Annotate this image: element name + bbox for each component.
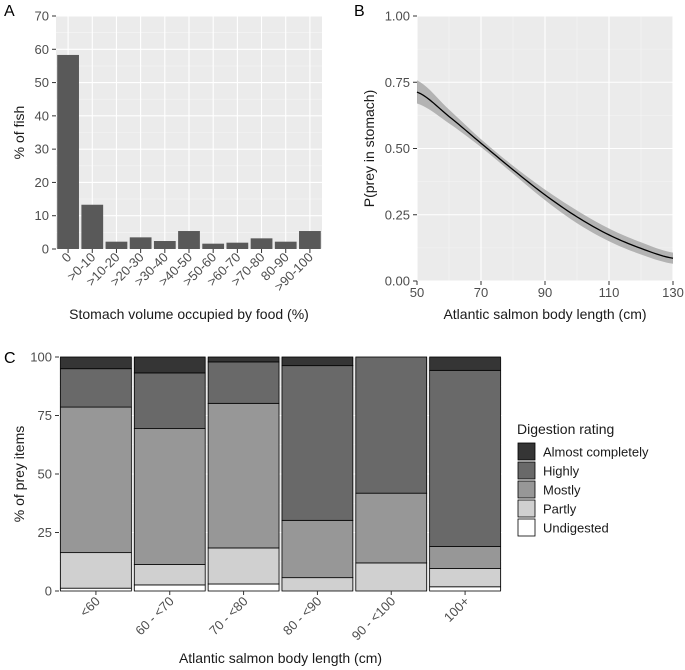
x-tick-label: 90 - <100 — [349, 594, 399, 644]
stacked-bar-segment — [429, 546, 501, 569]
bar — [250, 238, 273, 249]
stacked-bar-segment — [429, 369, 501, 547]
x-axis-title: Atlantic salmon body length (cm) — [179, 650, 382, 666]
legend-swatch — [517, 480, 536, 499]
stacked-bar-segment — [133, 356, 206, 374]
x-tick-label: 130 — [662, 285, 684, 300]
y-tick-label: 0.00 — [385, 274, 410, 289]
panel-a-tag: A — [4, 3, 15, 20]
y-tick-label: 10 — [35, 208, 49, 223]
legend-label: Mostly — [543, 483, 581, 498]
chart-c-digestion-rating: 0 25 50 75 100 <60 60 - <70 70 - <80 80 - <90 90 … — [11, 350, 649, 667]
y-tick-label: 1.00 — [385, 9, 410, 24]
stacked-bar-segment — [133, 372, 206, 430]
stacked-bar-segment — [355, 356, 428, 494]
y-tick-label: 100 — [30, 350, 52, 365]
bar — [57, 54, 79, 249]
bar — [153, 241, 176, 249]
stacked-bar-segment — [60, 406, 132, 554]
stacked-bar-segment — [429, 586, 501, 592]
stacked-bar-segment — [281, 577, 354, 592]
y-tick-label: 40 — [35, 108, 49, 123]
x-tick-label: 80 - <90 — [280, 594, 325, 639]
stacked-bar-segment — [207, 583, 280, 592]
x-axis-title: Atlantic salmon body length (cm) — [443, 306, 646, 322]
bar — [202, 243, 225, 249]
y-tick-label: 0.25 — [385, 207, 410, 222]
chart-a-stomach-volume: 0102030405060700>0-10>10-20>20-30>30-40>… — [11, 9, 322, 322]
legend-title: Digestion rating — [517, 421, 614, 437]
y-axis-title: % of fish — [11, 106, 27, 160]
fitted-line — [416, 91, 674, 259]
legend: Digestion rating Almost completely Highly M… — [517, 421, 649, 537]
y-tick-label: 60 — [35, 42, 49, 57]
stacked-bar-segment — [207, 402, 280, 549]
x-tick-label: 110 — [599, 285, 620, 300]
legend-label: Partly — [543, 502, 577, 517]
y-tick-label: 20 — [35, 175, 49, 190]
y-tick-label: 0 — [45, 584, 52, 599]
x-tick-label: 90 — [538, 285, 552, 300]
bar — [274, 241, 297, 249]
stacked-bar-segment — [207, 361, 280, 404]
x-tick-label: <60 — [77, 594, 103, 620]
legend-swatch — [517, 461, 536, 480]
stacked-bar-segment — [355, 562, 428, 592]
stacked-bar-segment — [207, 356, 280, 363]
legend-swatch — [517, 499, 536, 518]
y-tick-label: 25 — [38, 525, 52, 540]
stacked-bar-segment — [281, 365, 354, 521]
y-axis-title: P(prey in stomach) — [361, 90, 377, 207]
legend-label: Almost completely — [543, 445, 649, 460]
y-tick-label: 75 — [38, 408, 52, 423]
stacked-bar-segment — [355, 492, 428, 564]
y-tick-label: 50 — [38, 467, 52, 482]
x-tick-label: 100+ — [441, 594, 472, 625]
legend-swatch — [517, 442, 536, 461]
bar — [299, 231, 321, 249]
stacked-bar-segment — [133, 564, 206, 586]
confidence-ribbon — [417, 80, 673, 264]
bar — [129, 237, 152, 249]
stacked-bar-segment — [429, 568, 501, 588]
panel-b-tag: B — [354, 3, 365, 20]
y-tick-label: 50 — [35, 75, 49, 90]
x-tick-label: 70 — [474, 285, 488, 300]
bar — [226, 242, 249, 249]
x-tick-label: 0 — [58, 250, 74, 266]
y-tick-label: 0.75 — [385, 75, 410, 90]
stacked-bar-segment — [133, 428, 206, 565]
legend-swatch — [517, 518, 536, 537]
legend-label: Highly — [543, 464, 580, 479]
bar — [178, 231, 200, 249]
y-tick-label: 0 — [42, 242, 49, 257]
chart-b-prey-probability: 0.00 0.25 0.50 0.75 1.00 50 70 90 110 130 Atlantic… — [361, 9, 684, 323]
x-tick-label: 60 - <70 — [132, 594, 177, 639]
stacked-bar-segment — [429, 356, 501, 371]
x-tick-label: 70 - <80 — [206, 594, 251, 639]
stacked-bar-segment — [60, 356, 132, 370]
bar — [81, 204, 104, 249]
stacked-bar-segment — [281, 356, 354, 367]
x-tick-label: 50 — [410, 285, 424, 300]
stacked-bar-segment — [60, 552, 132, 589]
y-tick-label: 0.50 — [385, 141, 410, 156]
legend-label: Undigested — [543, 521, 609, 536]
stacked-bar-segment — [281, 519, 354, 579]
bar — [105, 241, 128, 249]
stacked-bar-segment — [60, 368, 132, 408]
panel-c-tag: C — [4, 350, 16, 367]
y-tick-label: 30 — [35, 142, 49, 157]
stacked-bar-segment — [207, 547, 280, 585]
stacked-bar-segment — [133, 584, 206, 592]
y-axis-title: % of prey items — [11, 426, 27, 522]
x-axis-title: Stomach volume occupied by food (%) — [69, 306, 309, 322]
y-tick-label: 70 — [35, 9, 49, 24]
stacked-bar-segment — [60, 587, 132, 592]
